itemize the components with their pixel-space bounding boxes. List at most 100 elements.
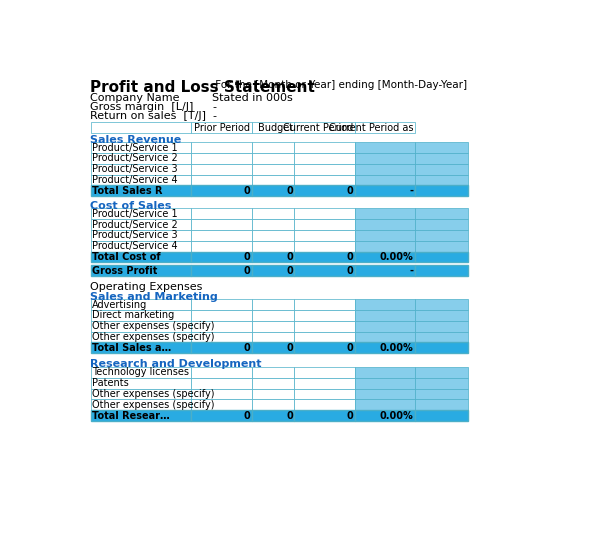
Bar xyxy=(295,266,355,276)
Text: Total Cost of: Total Cost of xyxy=(92,252,161,262)
Bar xyxy=(415,241,468,251)
Bar xyxy=(191,185,252,196)
Text: Return on sales  [T/J]: Return on sales [T/J] xyxy=(91,112,206,122)
Bar xyxy=(91,389,191,399)
Bar xyxy=(252,378,295,389)
Bar xyxy=(252,219,295,230)
Text: Cost of Sales: Cost of Sales xyxy=(91,201,172,211)
Bar xyxy=(295,122,355,133)
Bar xyxy=(415,174,468,185)
Bar xyxy=(295,142,355,153)
Text: Total Resear…: Total Resear… xyxy=(92,411,170,421)
Text: Patents: Patents xyxy=(92,378,129,388)
Bar xyxy=(295,153,355,164)
Bar xyxy=(191,230,252,241)
Bar xyxy=(191,241,252,251)
Text: Direct marketing: Direct marketing xyxy=(92,311,175,321)
Bar xyxy=(355,241,415,251)
Text: 0: 0 xyxy=(286,266,293,276)
Bar xyxy=(191,399,252,410)
Bar xyxy=(91,142,191,153)
Bar xyxy=(295,410,355,421)
Bar xyxy=(91,241,191,251)
Bar xyxy=(295,208,355,219)
Text: 0: 0 xyxy=(286,186,293,196)
Text: Product/Service 3: Product/Service 3 xyxy=(92,230,178,240)
Text: 0: 0 xyxy=(244,186,250,196)
Bar xyxy=(295,174,355,185)
Text: -: - xyxy=(212,102,216,112)
Bar xyxy=(91,321,191,332)
Text: -: - xyxy=(410,186,413,196)
Bar xyxy=(91,399,191,410)
Bar xyxy=(355,185,415,196)
Text: Other expenses (specify): Other expenses (specify) xyxy=(92,321,215,331)
Bar xyxy=(252,164,295,174)
Bar xyxy=(191,251,252,262)
Bar xyxy=(91,164,191,174)
Bar xyxy=(252,343,295,353)
Bar xyxy=(91,332,191,343)
Bar xyxy=(355,410,415,421)
Text: Gross margin  [L/J]: Gross margin [L/J] xyxy=(91,102,194,112)
Bar xyxy=(415,343,468,353)
Bar xyxy=(415,219,468,230)
Bar xyxy=(252,230,295,241)
Text: Current Period: Current Period xyxy=(283,123,353,133)
Bar xyxy=(415,164,468,174)
Bar xyxy=(295,230,355,241)
Text: Company Name: Company Name xyxy=(91,93,180,103)
Bar xyxy=(355,174,415,185)
Bar xyxy=(355,219,415,230)
Bar xyxy=(355,251,415,262)
Bar xyxy=(295,310,355,321)
Bar xyxy=(415,310,468,321)
Bar xyxy=(355,389,415,399)
Bar xyxy=(91,122,191,133)
Bar xyxy=(355,399,415,410)
Text: Product/Service 3: Product/Service 3 xyxy=(92,164,178,174)
Bar xyxy=(415,367,468,378)
Text: Other expenses (specify): Other expenses (specify) xyxy=(92,400,215,410)
Bar xyxy=(91,185,191,196)
Bar xyxy=(355,321,415,332)
Bar xyxy=(191,343,252,353)
Text: Current Period as: Current Period as xyxy=(329,123,413,133)
Bar xyxy=(91,410,191,421)
Bar xyxy=(191,389,252,399)
Text: 0: 0 xyxy=(286,411,293,421)
Bar xyxy=(252,332,295,343)
Text: Budget: Budget xyxy=(257,123,293,133)
Bar xyxy=(91,153,191,164)
Bar xyxy=(252,208,295,219)
Text: Total Sales a…: Total Sales a… xyxy=(92,343,172,353)
Bar xyxy=(295,299,355,310)
Text: Product/Service 4: Product/Service 4 xyxy=(92,241,178,251)
Bar xyxy=(355,164,415,174)
Bar xyxy=(191,174,252,185)
Text: Total Sales R: Total Sales R xyxy=(92,186,163,196)
Text: Other expenses (specify): Other expenses (specify) xyxy=(92,389,215,399)
Bar xyxy=(295,185,355,196)
Text: -: - xyxy=(410,266,413,276)
Bar xyxy=(252,174,295,185)
Text: 0: 0 xyxy=(346,343,353,353)
Bar xyxy=(415,266,468,276)
Text: 0: 0 xyxy=(346,411,353,421)
Bar xyxy=(91,266,191,276)
Text: 0: 0 xyxy=(244,252,250,262)
Bar xyxy=(295,378,355,389)
Bar xyxy=(191,208,252,219)
Bar xyxy=(355,332,415,343)
Bar xyxy=(191,410,252,421)
Bar xyxy=(355,310,415,321)
Text: For the [Month or Year] ending [Month-Day-Year]: For the [Month or Year] ending [Month-Da… xyxy=(212,80,467,90)
Bar xyxy=(295,241,355,251)
Bar xyxy=(191,219,252,230)
Bar xyxy=(295,389,355,399)
Text: Profit and Loss Statement: Profit and Loss Statement xyxy=(91,80,316,95)
Bar xyxy=(191,299,252,310)
Bar xyxy=(252,389,295,399)
Text: Product/Service 1: Product/Service 1 xyxy=(92,142,178,152)
Text: 0.00%: 0.00% xyxy=(380,343,413,353)
